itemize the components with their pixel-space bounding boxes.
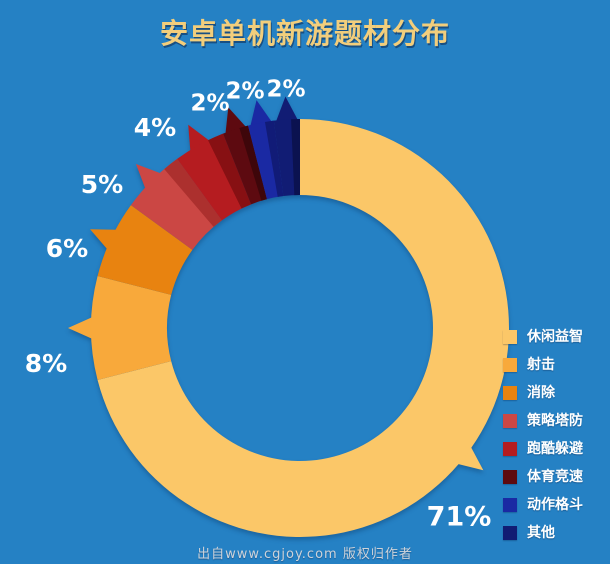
- slice-跑酷躲避: [177, 133, 252, 221]
- percent-label-体育竞速: 2%: [190, 90, 229, 116]
- slice-射击: [91, 276, 172, 380]
- slice-edge-7: [291, 119, 300, 196]
- legend-item-label: 策略塔防: [527, 413, 583, 429]
- slice-edge-5: [239, 125, 267, 201]
- legend-item-label: 体育竞速: [527, 469, 583, 485]
- percent-label-策略塔防: 5%: [81, 170, 123, 199]
- slice-spike-3: [135, 163, 161, 189]
- slice-edge-3: [164, 158, 222, 227]
- percent-label-动作格斗: 2%: [225, 78, 264, 104]
- chart-title: 安卓单机新游题材分布: [159, 17, 450, 50]
- legend-item-消除: 消除: [503, 386, 583, 400]
- legend-swatch-icon: [503, 498, 517, 512]
- legend-item-其他: 其他: [503, 526, 583, 540]
- legend-item-label: 跑酷躲避: [527, 441, 583, 457]
- legend-swatch-icon: [503, 470, 517, 484]
- slice-spike-0: [457, 446, 484, 471]
- slice-休闲益智: [97, 119, 510, 537]
- legend-swatch-icon: [503, 526, 517, 540]
- legend-item-体育竞速: 体育竞速: [503, 470, 583, 484]
- slice-spike-6: [250, 100, 272, 126]
- slice-spike-4: [188, 124, 210, 152]
- slice-策略塔防: [130, 158, 222, 250]
- legend-swatch-icon: [503, 358, 517, 372]
- legend-item-label: 消除: [527, 385, 555, 401]
- percent-label-射击: 8%: [25, 349, 67, 378]
- slice-spike-1: [68, 317, 93, 339]
- slice-edge-4: [208, 133, 252, 209]
- legend-item-label: 射击: [527, 357, 555, 373]
- slice-spike-5: [225, 107, 247, 134]
- percent-label-跑酷躲避: 4%: [134, 113, 176, 142]
- legend-item-动作格斗: 动作格斗: [503, 498, 583, 512]
- legend-swatch-icon: [503, 386, 517, 400]
- legend-item-label: 其他: [527, 525, 555, 541]
- legend-item-休闲益智: 休闲益智: [503, 330, 583, 344]
- percent-label-休闲益智: 71%: [427, 502, 492, 533]
- legend-item-label: 动作格斗: [527, 497, 583, 513]
- legend-swatch-icon: [503, 442, 517, 456]
- slice-spike-2: [90, 229, 117, 250]
- legend-swatch-icon: [503, 330, 517, 344]
- slice-消除: [97, 205, 193, 295]
- slice-edge-6: [264, 120, 284, 197]
- legend-item-跑酷躲避: 跑酷躲避: [503, 442, 583, 456]
- percent-label-消除: 6%: [46, 234, 88, 263]
- legend-item-label: 休闲益智: [527, 329, 583, 345]
- pie-percent-labels: 71%8%6%5%4%2%2% 2%: [25, 76, 492, 532]
- legend: 休闲益智射击消除策略塔防跑酷躲避体育竞速动作格斗其他: [503, 330, 583, 554]
- percent-label-其他: 2%: [266, 76, 305, 102]
- legend-item-射击: 射击: [503, 358, 583, 372]
- slice-体育竞速: [223, 125, 267, 205]
- legend-swatch-icon: [503, 414, 517, 428]
- legend-item-策略塔防: 策略塔防: [503, 414, 583, 428]
- watermark: 出自www.cgjoy.com 版权归作者: [197, 547, 413, 562]
- pie-segments: [68, 96, 510, 537]
- slice-spike-7: [276, 96, 298, 122]
